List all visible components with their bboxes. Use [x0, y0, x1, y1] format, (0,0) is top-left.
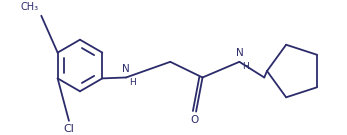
Text: O: O [190, 115, 198, 125]
Text: CH₃: CH₃ [20, 2, 39, 12]
Text: N: N [236, 48, 243, 58]
Text: H: H [129, 78, 136, 87]
Text: N: N [122, 64, 130, 74]
Text: H: H [243, 62, 249, 71]
Text: Cl: Cl [64, 124, 74, 134]
